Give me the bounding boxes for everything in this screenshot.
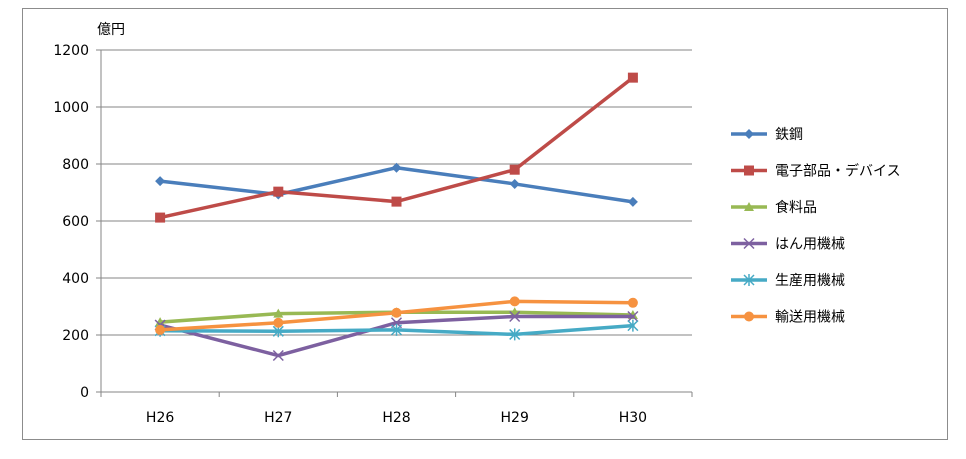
legend-label: 電子部品・デバイス bbox=[775, 163, 901, 180]
y-tick-label: 200 bbox=[62, 328, 89, 344]
data-point bbox=[273, 308, 284, 318]
y-tick-label: 600 bbox=[62, 214, 89, 230]
axes bbox=[100, 50, 692, 393]
data-point bbox=[391, 162, 402, 173]
legend-marker bbox=[744, 129, 754, 139]
data-point bbox=[391, 196, 402, 207]
legend-label: はん用機械 bbox=[775, 237, 845, 253]
series-line bbox=[158, 75, 635, 220]
data-point bbox=[509, 178, 520, 189]
legend-label: 輸送用機械 bbox=[775, 310, 845, 326]
data-point bbox=[509, 296, 520, 307]
series-6 bbox=[155, 296, 638, 335]
legend-label: 鉄鋼 bbox=[775, 127, 803, 143]
legend-marker bbox=[744, 165, 754, 176]
y-tick-label: 0 bbox=[80, 385, 89, 401]
legend-marker bbox=[744, 311, 754, 322]
data-point bbox=[272, 349, 284, 362]
data-point bbox=[509, 310, 521, 323]
data-point bbox=[155, 324, 166, 335]
chart-frame: 0 200 400 600 800 1000 1200 億円 H26 H27 H28 H29 H30… bbox=[22, 8, 948, 440]
legend-item-1: 鉄鋼 bbox=[731, 127, 803, 143]
legend-item-3: 食料品 bbox=[731, 199, 817, 216]
y-axis-ticks: 0 200 400 600 800 1000 1200 bbox=[53, 43, 89, 401]
data-point bbox=[627, 310, 639, 323]
y-tick-label: 1200 bbox=[53, 43, 89, 59]
legend-label: 生産用機械 bbox=[775, 273, 845, 289]
x-axis-ticks: H26 H27 H28 H29 H30 bbox=[100, 392, 693, 426]
series-1 bbox=[155, 162, 638, 207]
data-point bbox=[509, 328, 521, 341]
x-tick-label: H28 bbox=[382, 410, 410, 426]
data-point bbox=[155, 212, 166, 223]
data-point bbox=[155, 176, 166, 187]
legend-marker bbox=[743, 274, 755, 286]
x-tick-label: H29 bbox=[501, 410, 529, 426]
data-point bbox=[390, 323, 403, 336]
data-point bbox=[627, 297, 638, 308]
series-lines bbox=[154, 72, 639, 362]
legend-item-2: 電子部品・デバイス bbox=[731, 163, 901, 180]
legend-item-4: はん用機械 bbox=[731, 237, 845, 253]
data-point bbox=[627, 72, 638, 83]
legend-item-5: 生産用機械 bbox=[731, 273, 845, 289]
legend-marker bbox=[743, 237, 755, 250]
data-point bbox=[509, 164, 520, 175]
y-axis-label: 億円 bbox=[97, 22, 125, 38]
data-point bbox=[627, 319, 639, 332]
y-tick-label: 400 bbox=[62, 271, 89, 287]
data-point bbox=[273, 186, 284, 197]
series-2 bbox=[155, 72, 638, 223]
x-tick-label: H30 bbox=[619, 410, 647, 426]
x-tick-label: H26 bbox=[146, 410, 174, 426]
data-point bbox=[273, 317, 284, 328]
x-tick-label: H27 bbox=[264, 410, 292, 426]
y-tick-label: 1000 bbox=[53, 100, 89, 116]
data-point bbox=[391, 307, 402, 318]
legend-item-6: 輸送用機械 bbox=[731, 310, 845, 326]
y-tick-label: 800 bbox=[62, 157, 89, 173]
legend-label: 食料品 bbox=[775, 199, 817, 216]
series-4 bbox=[154, 310, 639, 362]
line-chart: 0 200 400 600 800 1000 1200 億円 H26 H27 H28 H29 H30… bbox=[53, 22, 901, 426]
data-point bbox=[627, 196, 638, 207]
legend-marker bbox=[744, 202, 754, 211]
